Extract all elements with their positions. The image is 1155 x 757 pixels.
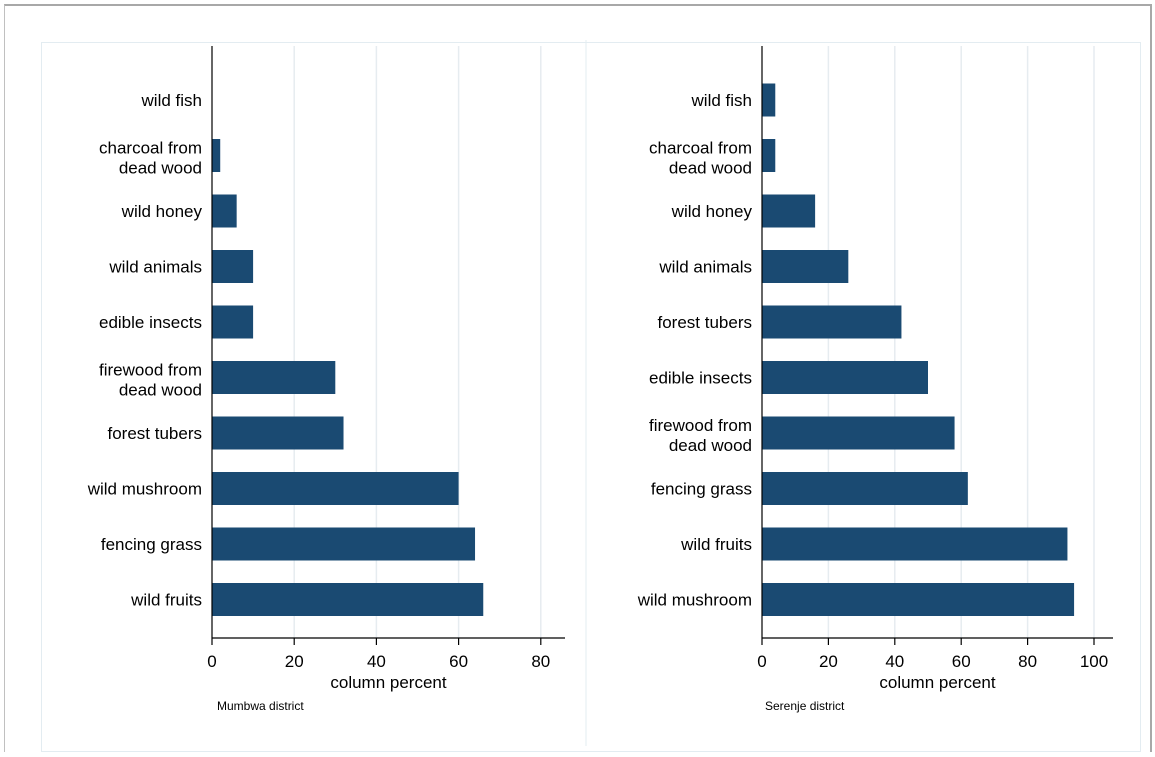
bar [212,194,237,228]
x-tick-label: 40 [885,652,904,671]
x-axis-title: column percent [330,673,447,692]
category-label: wild animals [658,258,752,277]
category-label: charcoal from dead wood [649,139,752,178]
x-tick-label: 0 [207,652,216,671]
category-label: firewood from dead wood [99,361,202,400]
category-label: firewood from dead wood [649,416,752,455]
plot-region [41,42,1141,752]
x-axis-title: column percent [879,673,996,692]
x-tick-label: 60 [952,652,971,671]
figure-frame: wild fish charcoal from dead wood wild hone… [4,4,1152,752]
category-label: wild mushroom [87,480,202,499]
category-label-line: wild animals [658,258,752,277]
x-tick-label: 60 [449,652,468,671]
category-label-line: dead wood [669,159,752,178]
bar [212,361,336,394]
category-label-line: fencing grass [101,535,202,554]
panel-note: Serenje district [765,699,845,713]
category-label-line: dead wood [119,381,202,400]
bar [762,583,1075,616]
bar [762,83,776,117]
category-label-line: forest tubers [108,424,203,443]
category-label: wild fruits [130,591,202,610]
category-label-line: wild fruits [680,535,752,554]
category-label-line: fencing grass [651,480,752,499]
category-label-line: wild mushroom [637,591,752,610]
bar [762,472,968,505]
category-label: wild animals [108,258,202,277]
category-label-line: dead wood [669,436,752,455]
category-label: fencing grass [651,480,752,499]
x-tick-label: 0 [757,652,766,671]
x-tick-label: 80 [1018,652,1037,671]
category-label: forest tubers [108,424,203,443]
bar [212,527,476,561]
bar [212,583,484,616]
category-label: wild fish [141,91,202,110]
category-label: wild fish [691,91,752,110]
category-label-line: edible insects [99,313,202,332]
category-label: wild mushroom [637,591,752,610]
category-label-line: wild honey [121,202,203,221]
category-label: edible insects [99,313,202,332]
category-label-line: charcoal from [649,139,752,158]
category-label: wild fruits [680,535,752,554]
bar [762,361,928,394]
category-label-line: wild honey [671,202,753,221]
category-label-line: dead wood [119,159,202,178]
category-label-line: wild fish [691,91,752,110]
bar [212,416,344,450]
category-label: edible insects [649,369,752,388]
x-tick-label: 40 [367,652,386,671]
bar [212,305,254,339]
bar [762,194,816,228]
category-label: fencing grass [101,535,202,554]
x-tick-label: 80 [531,652,550,671]
category-label-line: edible insects [649,369,752,388]
category-label: charcoal from dead wood [99,139,202,178]
category-label-line: wild mushroom [87,480,202,499]
bar [762,416,955,450]
bar [762,250,849,283]
panel-note: Mumbwa district [217,699,304,713]
x-tick-label: 20 [285,652,304,671]
category-label-line: charcoal from [99,139,202,158]
x-tick-label: 20 [819,652,838,671]
category-label-line: firewood from [649,416,752,435]
category-label-line: wild animals [108,258,202,277]
bar [762,139,776,172]
category-label: wild honey [121,202,203,221]
category-label-line: forest tubers [658,313,753,332]
bar [762,305,902,339]
bar [762,527,1068,561]
category-label-line: firewood from [99,361,202,380]
bar [212,472,459,505]
category-label-line: wild fruits [130,591,202,610]
category-label: forest tubers [658,313,753,332]
bar [212,139,221,172]
category-label: wild honey [671,202,753,221]
category-label-line: wild fish [141,91,202,110]
x-tick-label: 100 [1080,652,1108,671]
bar [212,250,254,283]
